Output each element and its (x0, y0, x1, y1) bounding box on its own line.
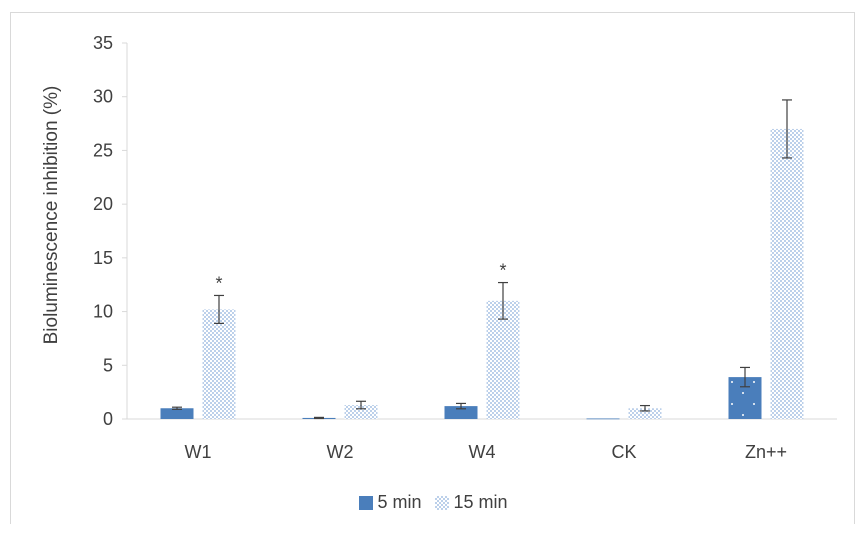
y-tick-label: 5 (103, 355, 113, 375)
chart-frame (10, 12, 855, 524)
bar-15min (344, 405, 378, 419)
y-tick-label: 0 (103, 409, 113, 429)
bar-15min (770, 128, 804, 419)
legend-swatch-15min (435, 495, 450, 510)
bar-15min (486, 300, 520, 419)
legend-label-15min: 15 min (453, 492, 508, 512)
bar-5min (444, 406, 478, 419)
legend-swatch-5min (359, 495, 374, 510)
y-tick-label: 10 (93, 302, 113, 322)
legend-label-5min: 5 min (377, 492, 422, 512)
y-tick-label: 35 (93, 33, 113, 53)
x-tick-label: W4 (469, 442, 496, 462)
y-tick-label: 20 (93, 194, 113, 214)
legend: 5 min 15 min (0, 492, 867, 513)
y-tick-label: 15 (93, 248, 113, 268)
significance-marker: * (215, 273, 222, 293)
bar-5min (586, 418, 620, 420)
bar-15min (202, 309, 236, 419)
x-tick-label: W2 (327, 442, 354, 462)
y-tick-label: 25 (93, 140, 113, 160)
y-tick-label: 30 (93, 87, 113, 107)
significance-marker: * (499, 261, 506, 281)
x-tick-label: Zn++ (745, 442, 787, 462)
bar-15min (628, 408, 662, 419)
x-tick-label: CK (611, 442, 636, 462)
legend-item-5min: 5 min (359, 492, 421, 513)
x-tick-label: W1 (185, 442, 212, 462)
y-axis-label: Bioluminescence inhibition (%) (41, 85, 62, 345)
legend-item-15min: 15 min (435, 492, 508, 513)
bar-5min (160, 408, 194, 419)
